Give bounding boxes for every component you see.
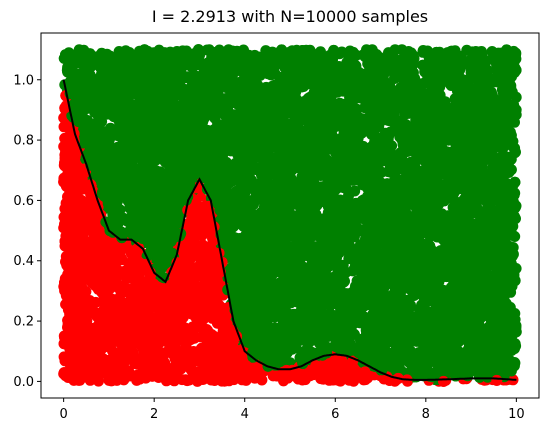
sample-points [58,44,522,387]
chart-title: I = 2.2913 with N=10000 samples [152,7,428,26]
